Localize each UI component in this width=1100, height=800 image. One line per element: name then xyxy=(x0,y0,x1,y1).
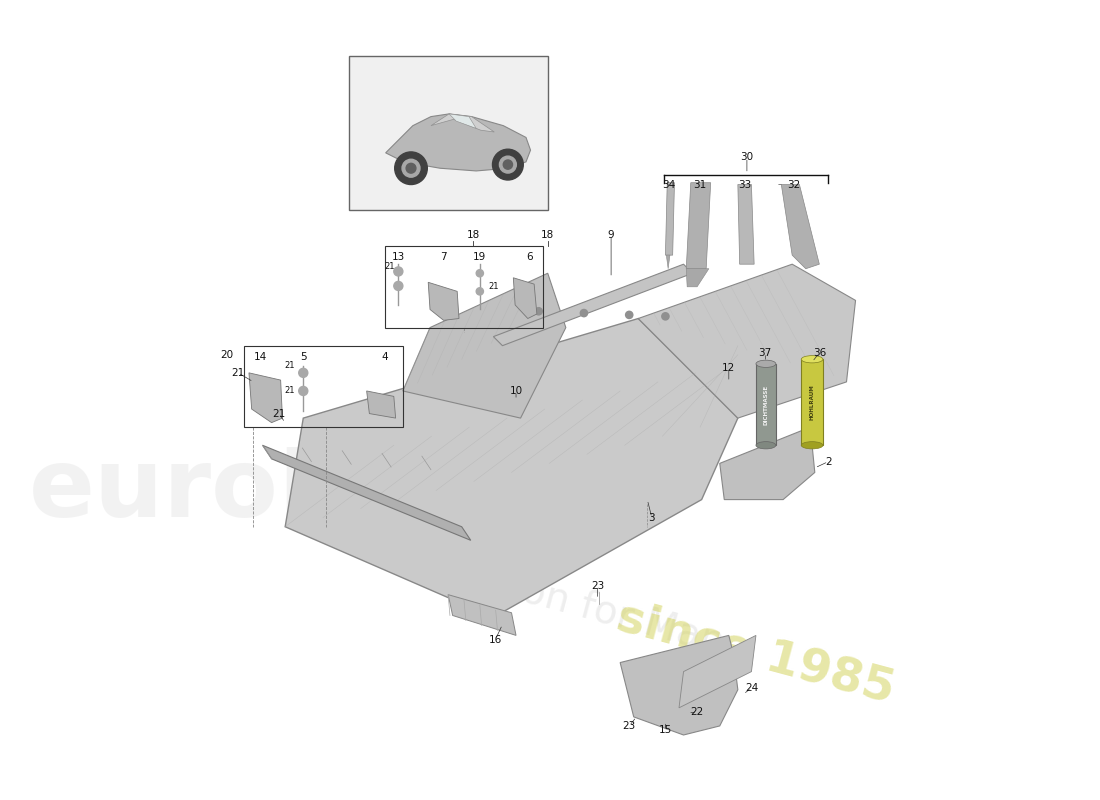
Polygon shape xyxy=(686,182,711,269)
Circle shape xyxy=(476,288,483,295)
Polygon shape xyxy=(263,446,471,540)
Bar xyxy=(349,56,548,210)
Polygon shape xyxy=(514,278,537,318)
Circle shape xyxy=(395,152,427,185)
Polygon shape xyxy=(249,373,283,422)
Bar xyxy=(801,359,823,446)
Ellipse shape xyxy=(801,442,823,449)
Text: 31: 31 xyxy=(693,179,706,190)
Text: 21: 21 xyxy=(231,368,244,378)
Polygon shape xyxy=(428,282,459,320)
Text: 16: 16 xyxy=(488,635,502,645)
Polygon shape xyxy=(638,264,856,418)
Polygon shape xyxy=(666,182,674,255)
Polygon shape xyxy=(679,635,756,708)
Text: HOHLRAUM: HOHLRAUM xyxy=(810,384,815,420)
Text: 7: 7 xyxy=(440,252,447,262)
Polygon shape xyxy=(366,391,396,418)
Circle shape xyxy=(499,156,516,173)
Text: 19: 19 xyxy=(473,252,486,262)
Circle shape xyxy=(394,267,403,276)
Text: 12: 12 xyxy=(723,363,736,374)
Text: 21: 21 xyxy=(384,262,395,270)
Text: 22: 22 xyxy=(691,707,704,718)
Text: 30: 30 xyxy=(740,152,754,162)
Text: 3: 3 xyxy=(649,513,656,522)
Text: 10: 10 xyxy=(509,386,522,396)
Text: 34: 34 xyxy=(662,179,675,190)
Ellipse shape xyxy=(756,442,775,449)
Text: 37: 37 xyxy=(758,348,771,358)
Text: 15: 15 xyxy=(659,726,672,735)
Text: 14: 14 xyxy=(254,351,267,362)
Circle shape xyxy=(406,163,416,173)
Text: euroDares: euroDares xyxy=(29,444,596,537)
Polygon shape xyxy=(449,114,476,128)
Text: 21: 21 xyxy=(285,361,295,370)
Polygon shape xyxy=(620,635,738,735)
Polygon shape xyxy=(779,185,820,269)
Text: 5: 5 xyxy=(300,351,307,362)
Text: 36: 36 xyxy=(813,348,826,358)
Text: 33: 33 xyxy=(738,179,751,190)
Text: a passion for Man: a passion for Man xyxy=(385,536,728,662)
Polygon shape xyxy=(719,427,815,499)
Bar xyxy=(756,364,775,446)
Text: 4: 4 xyxy=(382,351,388,362)
Circle shape xyxy=(504,160,513,170)
Text: 18: 18 xyxy=(541,230,554,240)
Polygon shape xyxy=(494,264,693,346)
Polygon shape xyxy=(686,269,708,287)
Circle shape xyxy=(299,386,308,395)
Bar xyxy=(385,246,543,327)
Text: 6: 6 xyxy=(526,252,532,262)
Text: 18: 18 xyxy=(466,230,480,240)
Ellipse shape xyxy=(756,360,775,367)
Text: 21: 21 xyxy=(285,386,295,395)
Text: 32: 32 xyxy=(788,179,801,190)
Circle shape xyxy=(535,308,542,315)
Circle shape xyxy=(402,159,420,177)
Text: 21: 21 xyxy=(488,282,498,291)
Text: 9: 9 xyxy=(608,230,615,240)
Text: 2: 2 xyxy=(825,457,832,466)
Ellipse shape xyxy=(801,356,823,363)
Circle shape xyxy=(476,270,483,277)
Polygon shape xyxy=(448,594,516,635)
Polygon shape xyxy=(738,185,755,264)
Circle shape xyxy=(662,313,669,320)
Circle shape xyxy=(394,282,403,290)
Text: DICHTMASSE: DICHTMASSE xyxy=(763,385,769,425)
Text: 24: 24 xyxy=(745,683,758,693)
Circle shape xyxy=(626,311,632,318)
Text: 20: 20 xyxy=(220,350,233,360)
Text: 21: 21 xyxy=(272,409,285,418)
Polygon shape xyxy=(667,255,670,269)
Circle shape xyxy=(581,310,587,317)
Polygon shape xyxy=(285,318,738,618)
Polygon shape xyxy=(386,114,530,171)
Text: since 1985: since 1985 xyxy=(612,594,900,712)
Polygon shape xyxy=(431,114,494,132)
Text: 23: 23 xyxy=(623,721,636,731)
Text: 23: 23 xyxy=(591,581,604,590)
Circle shape xyxy=(299,368,308,378)
Polygon shape xyxy=(403,274,565,418)
Bar xyxy=(244,346,403,427)
Text: 13: 13 xyxy=(392,252,405,262)
Circle shape xyxy=(493,150,524,180)
